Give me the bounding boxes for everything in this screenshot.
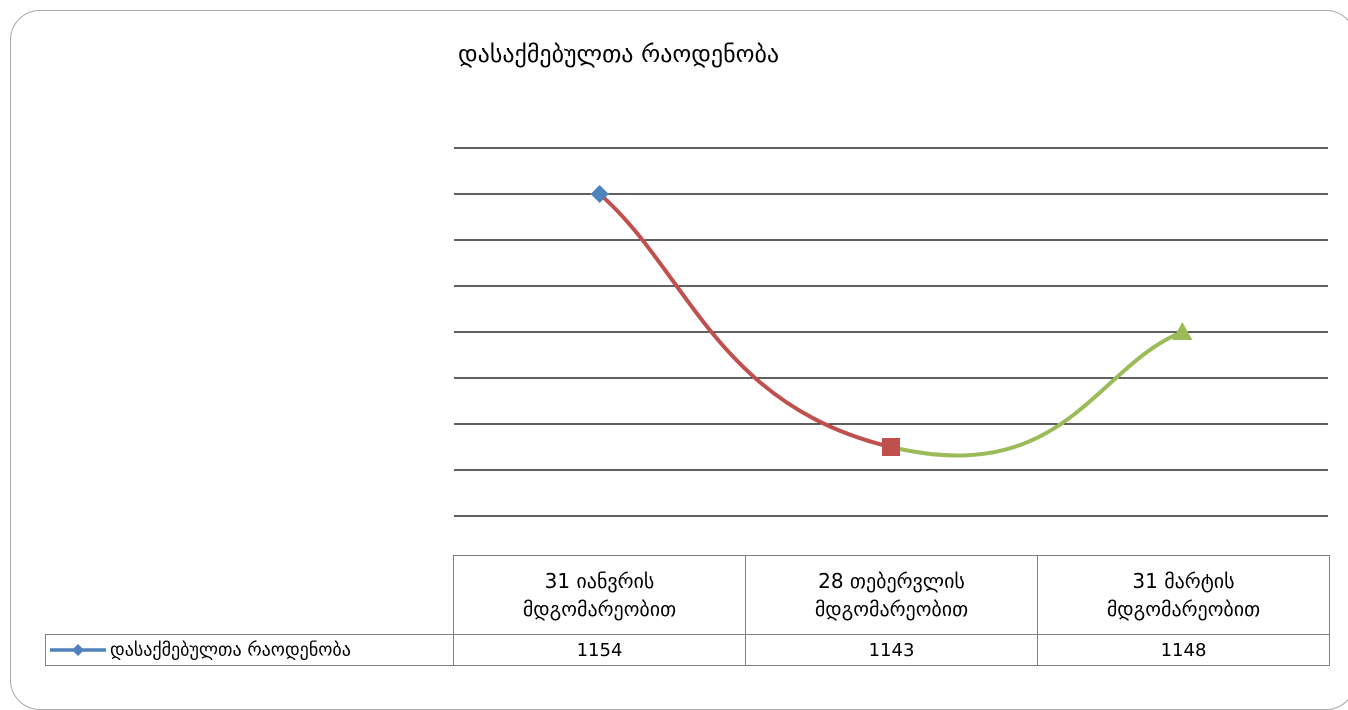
category-line: მდგომარეობით bbox=[1106, 597, 1261, 621]
category-line: მდგომარეობით bbox=[522, 597, 677, 621]
legend-key-icon bbox=[50, 644, 106, 657]
plot-area bbox=[454, 147, 1328, 517]
data-value: 1148 bbox=[1037, 634, 1330, 666]
category-line: 31 მარტის bbox=[1132, 569, 1235, 593]
series-line-segment bbox=[597, 192, 893, 449]
chart-title: დასაქმებულთა რაოდენობა bbox=[458, 40, 780, 68]
data-value: 1154 bbox=[453, 634, 746, 666]
data-point-marker bbox=[590, 185, 609, 203]
series-name: დასაქმებულთა რაოდენობა bbox=[110, 639, 351, 661]
series-legend-cell: დასაქმებულთა რაოდენობა bbox=[45, 634, 454, 666]
legend-key-marker bbox=[72, 644, 84, 657]
category-line: 28 თებერვლის bbox=[818, 569, 965, 593]
data-table: 31 იანვრის მდგომარეობით 28 თებერვლის მდგ… bbox=[45, 555, 1330, 666]
category-label: 31 იანვრის მდგომარეობით bbox=[453, 555, 746, 635]
data-point-marker bbox=[1172, 322, 1193, 340]
table-corner bbox=[45, 555, 454, 635]
category-line: მდგომარეობით bbox=[814, 597, 969, 621]
category-label: 31 მარტის მდგომარეობით bbox=[1037, 555, 1330, 635]
series-row: დასაქმებულთა რაოდენობა 1154 1143 1148 bbox=[45, 634, 1330, 666]
data-point-marker bbox=[882, 438, 900, 456]
category-row: 31 იანვრის მდგომარეობით 28 თებერვლის მდგ… bbox=[45, 555, 1330, 635]
category-label: 28 თებერვლის მდგომარეობით bbox=[745, 555, 1038, 635]
category-line: 31 იანვრის bbox=[544, 569, 655, 593]
data-value: 1143 bbox=[745, 634, 1038, 666]
series-line-segment bbox=[889, 330, 1185, 458]
